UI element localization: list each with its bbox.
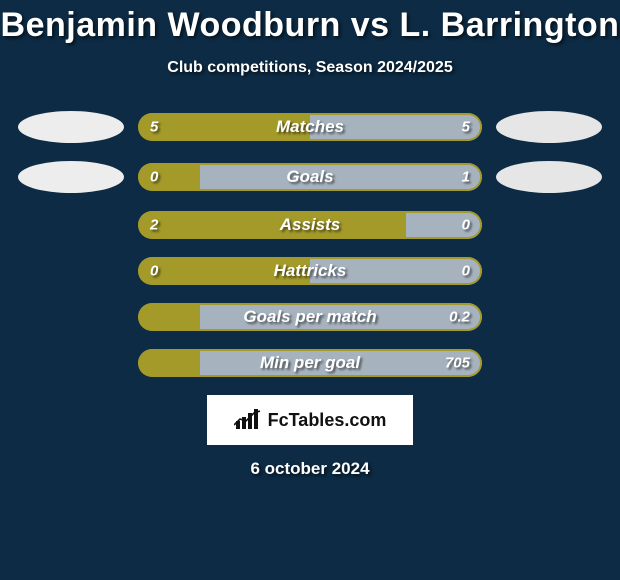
player-right-marker [496, 111, 602, 143]
stat-bar-left-fill [138, 257, 310, 285]
stat-bar-left-fill [138, 163, 200, 191]
stat-row: Goals01 [0, 161, 620, 193]
stat-bar-right-fill [200, 303, 482, 331]
stat-bar-right-fill [310, 257, 482, 285]
stat-bar-left-fill [138, 113, 310, 141]
stat-value-right: 705 [445, 355, 470, 372]
date-label: 6 october 2024 [0, 459, 620, 479]
stat-bar: Assists20 [138, 211, 482, 239]
player-left-marker [18, 161, 124, 193]
player-right-marker [496, 161, 602, 193]
stat-value-right: 1 [462, 169, 470, 186]
stat-bar-right-fill [310, 113, 482, 141]
stat-row: Assists20 [0, 211, 620, 239]
stat-bar: Goals01 [138, 163, 482, 191]
stat-value-left: 5 [150, 119, 158, 136]
stat-row: Matches55 [0, 111, 620, 143]
stat-bar-right-fill [200, 349, 482, 377]
stat-rows: Matches55Goals01Assists20Hattricks00Goal… [0, 111, 620, 377]
source-badge: FcTables.com [207, 395, 413, 445]
stat-bar: Matches55 [138, 113, 482, 141]
stat-value-right: 5 [462, 119, 470, 136]
stat-value-left: 0 [150, 169, 158, 186]
stat-value-right: 0 [462, 217, 470, 234]
stat-row: Goals per match0.2 [0, 303, 620, 331]
stat-value-left: 2 [150, 217, 158, 234]
stat-row: Min per goal705 [0, 349, 620, 377]
stat-bar: Goals per match0.2 [138, 303, 482, 331]
stat-bar: Hattricks00 [138, 257, 482, 285]
chart-icon [234, 409, 262, 431]
source-badge-text: FcTables.com [268, 410, 387, 431]
stat-value-right: 0 [462, 263, 470, 280]
comparison-infographic: Benjamin Woodburn vs L. Barrington Club … [0, 0, 620, 580]
stat-bar-right-fill [200, 163, 482, 191]
stat-bar: Min per goal705 [138, 349, 482, 377]
stat-value-left: 0 [150, 263, 158, 280]
stat-bar-left-fill [138, 349, 200, 377]
stat-bar-left-fill [138, 211, 406, 239]
subtitle: Club competitions, Season 2024/2025 [0, 59, 620, 77]
player-left-marker [18, 111, 124, 143]
stat-value-right: 0.2 [449, 309, 470, 326]
page-title: Benjamin Woodburn vs L. Barrington [0, 0, 620, 45]
stat-row: Hattricks00 [0, 257, 620, 285]
stat-bar-left-fill [138, 303, 200, 331]
stat-bar-right-fill [406, 211, 482, 239]
